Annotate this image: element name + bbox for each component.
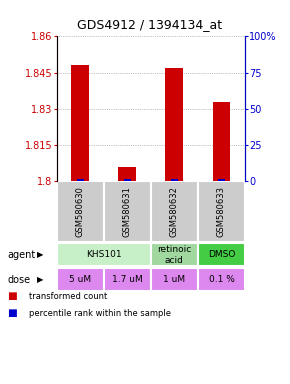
Text: dose: dose — [7, 275, 30, 285]
Text: ▶: ▶ — [37, 250, 44, 259]
Text: ▶: ▶ — [37, 275, 44, 284]
Text: GSM580630: GSM580630 — [76, 187, 85, 237]
Text: GSM580631: GSM580631 — [123, 187, 132, 237]
Text: agent: agent — [7, 250, 35, 260]
Text: ■: ■ — [7, 308, 17, 318]
Text: DMSO: DMSO — [208, 250, 235, 259]
Text: 5 uM: 5 uM — [69, 275, 91, 284]
Text: KHS101: KHS101 — [86, 250, 122, 259]
Text: GSM580633: GSM580633 — [217, 187, 226, 237]
Bar — [213, 102, 231, 181]
Bar — [151, 181, 198, 242]
Bar — [57, 243, 151, 266]
Bar — [118, 167, 136, 181]
Bar — [218, 179, 225, 181]
Bar — [77, 179, 84, 181]
Text: GSM580632: GSM580632 — [170, 187, 179, 237]
Text: transformed count: transformed count — [29, 292, 107, 301]
Bar — [198, 243, 245, 266]
Bar — [171, 179, 178, 181]
Bar — [104, 268, 151, 291]
Text: percentile rank within the sample: percentile rank within the sample — [29, 309, 171, 318]
Text: ■: ■ — [7, 291, 17, 301]
Bar — [104, 181, 151, 242]
Bar — [124, 179, 130, 181]
Bar — [165, 68, 183, 181]
Bar — [71, 65, 89, 181]
Bar — [57, 181, 104, 242]
Text: 1.7 uM: 1.7 uM — [112, 275, 143, 284]
Bar — [151, 268, 198, 291]
Text: GDS4912 / 1394134_at: GDS4912 / 1394134_at — [77, 18, 222, 31]
Text: 1 uM: 1 uM — [163, 275, 185, 284]
Text: retinoic
acid: retinoic acid — [157, 245, 191, 265]
Bar — [57, 268, 104, 291]
Text: 0.1 %: 0.1 % — [209, 275, 234, 284]
Bar — [198, 181, 245, 242]
Bar — [198, 268, 245, 291]
Bar — [151, 243, 198, 266]
